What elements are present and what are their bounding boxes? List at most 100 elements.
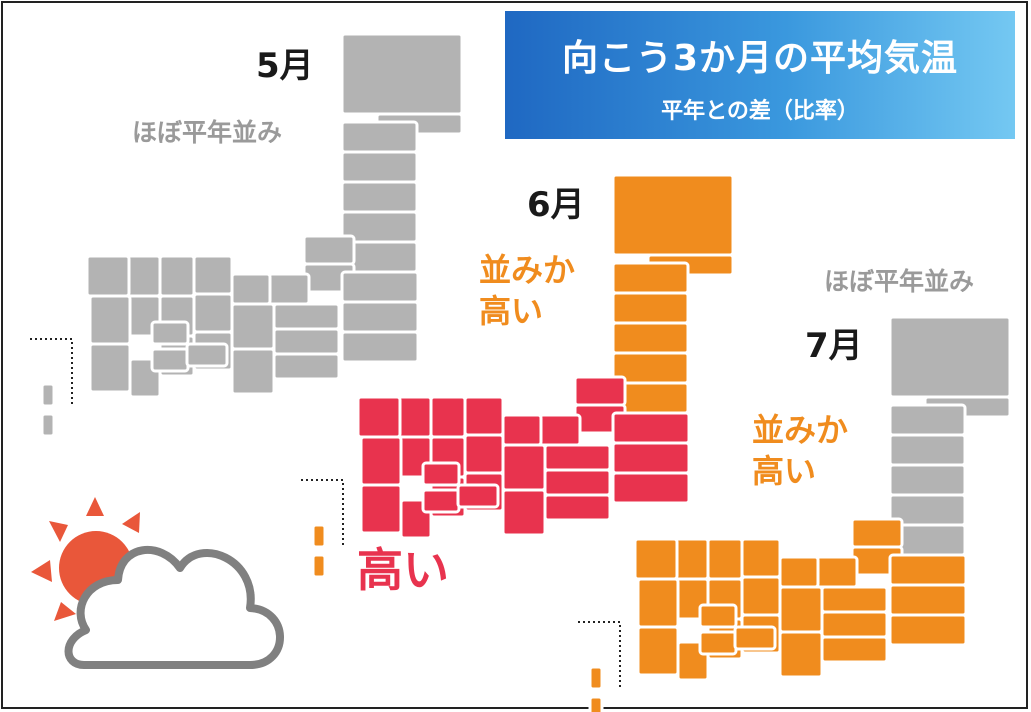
mainland-region-block [501,413,543,447]
mainland-region-block [421,488,461,514]
mainland-region-block [85,254,131,298]
mainland-region-block [698,603,738,629]
mainland-region-block [192,292,234,334]
june-month-label: 6月 [527,185,585,225]
june-map [301,173,735,579]
june-forecast-line-1: 並みか [479,251,576,289]
mainland-region-block [150,320,190,346]
tohoku-region-block [888,463,967,497]
mainland-region-block [820,610,889,639]
hokkaido-region-block [340,32,464,116]
tohoku-region-block [340,120,419,154]
mainland-region-block [185,342,229,368]
mainland-region-block [150,347,190,373]
mainland-region-block [611,411,691,445]
mainland-region-block [272,327,341,356]
mainland-region-block [267,272,311,306]
july-month-label: 7月 [805,326,863,366]
mainland-region-block [463,395,505,437]
mainland-region-block [463,433,505,475]
tohoku-region-block [611,261,690,295]
mainland-region-block [356,395,402,439]
tohoku-region-block [340,180,419,214]
may-month-label: 5月 [256,46,314,86]
mainland-region-block [88,342,132,394]
okinawa-region-block [40,382,56,408]
sun-cloud-icon [31,497,284,669]
mainland-region-block [456,483,500,509]
july-forecast-line-1: 並みか [752,411,849,449]
may-forecast-label: ほぼ平年並み [132,118,283,147]
mainland-region-block [888,613,968,647]
mainland-region-block [340,300,420,334]
okinawa-region-block [588,695,604,712]
mainland-region-block [815,555,859,589]
june-forecast-line-2: 高い [479,292,544,330]
mainland-region-block [778,585,824,634]
mainland-region-block [573,375,627,407]
mainland-region-block [543,443,612,472]
mainland-region-block [230,347,276,396]
mainland-region-block [633,537,679,581]
mainland-region-block [272,352,341,381]
mainland-region-block [673,537,710,581]
mainland-region-block [850,517,904,549]
mainland-region-block [501,488,547,537]
mainland-region-block [778,630,824,679]
okinawa-region-block [40,412,56,438]
may-map [30,32,464,438]
okinawa-inset-border [30,338,73,404]
mainland-region-block [698,630,738,656]
mainland-region-block [421,461,461,487]
july-forecast-top-label: ほぼ平年並み [824,267,975,296]
mainland-region-block [538,413,582,447]
mainland-region-block [230,302,276,351]
mainland-region-block [888,583,968,617]
page-subtitle: 平年との差（比率） [661,99,859,124]
tohoku-region-block [340,150,419,184]
mainland-region-block [340,270,420,304]
mainland-region-block [706,537,744,581]
june-main-forecast-label: 高い [357,543,449,597]
okinawa-inset-border [578,621,621,687]
mainland-region-block [125,254,162,298]
mainland-region-block [820,635,889,664]
mainland-region-block [740,537,782,579]
mainland-region-block [888,553,968,587]
mainland-region-block [230,272,272,306]
hokkaido-region-block [611,173,735,257]
mainland-region-block [396,395,433,439]
title-banner: 向こう3か月の平均気温 平年との差（比率） [505,11,1015,139]
mainland-region-block [88,294,132,346]
cloud-icon [64,545,284,669]
july-forecast-line-2: 高い [752,452,817,490]
mainland-region-block [359,435,403,487]
july-map [578,315,1012,712]
mainland-region-block [543,468,612,497]
okinawa-region-block [311,553,327,579]
mainland-region-block [501,443,547,492]
okinawa-region-block [311,523,327,549]
okinawa-region-block [588,665,604,691]
tohoku-region-block [611,291,690,325]
mainland-region-block [733,625,777,651]
tohoku-region-block [888,403,967,437]
mainland-region-block [340,330,420,364]
mainland-region-block [359,483,403,535]
mainland-region-block [778,555,820,589]
tohoku-region-block [888,433,967,467]
mainland-region-block [158,254,196,298]
mainland-region-block [636,577,680,629]
page-title: 向こう3か月の平均気温 [561,38,959,79]
mainland-region-block [272,302,341,331]
mainland-region-block [820,585,889,614]
mainland-region-block [636,625,680,677]
okinawa-inset-border [301,479,344,545]
mainland-region-block [192,254,234,296]
tohoku-region-block [611,321,690,355]
mainland-region-block [302,234,356,266]
mainland-region-block [740,575,782,617]
